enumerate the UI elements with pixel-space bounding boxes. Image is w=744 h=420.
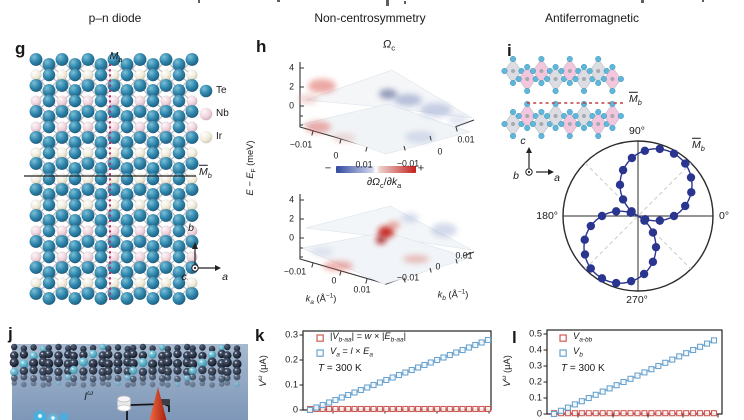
mirror-lines-g	[24, 64, 196, 303]
axes-arrows-i	[525, 147, 554, 176]
berry-derivative-surface	[300, 205, 473, 285]
voltmeter-spool	[117, 395, 131, 412]
legend-swatch-Te	[199, 84, 213, 98]
legend-swatch-Ir	[199, 130, 213, 144]
k-plot-frame	[302, 330, 492, 411]
atomic-layer-band	[9, 343, 242, 388]
red-arrow-cone	[149, 387, 167, 420]
legend-swatch-Nb	[199, 107, 213, 121]
l-data-series	[543, 333, 719, 418]
legend-swatch	[559, 334, 567, 342]
berry-curvature-surface	[298, 69, 473, 155]
legend-swatch	[316, 349, 324, 357]
layered-polyhedra-structure	[501, 56, 624, 139]
cropped-text-fragments	[198, 0, 704, 6]
crystal-lattice	[29, 52, 199, 306]
h-tick-marks	[300, 67, 458, 284]
angular-dependence-lobes	[580, 144, 696, 288]
device-illustration	[9, 343, 248, 420]
legend-swatch	[559, 349, 567, 357]
colorbar	[336, 166, 416, 173]
axes-arrows-g	[191, 242, 221, 272]
k-data-series	[299, 334, 492, 414]
legend-swatch	[316, 334, 324, 342]
circuit-component	[160, 399, 170, 405]
atom-legend-swatches	[199, 84, 213, 144]
blue-glow-emission	[34, 411, 68, 420]
